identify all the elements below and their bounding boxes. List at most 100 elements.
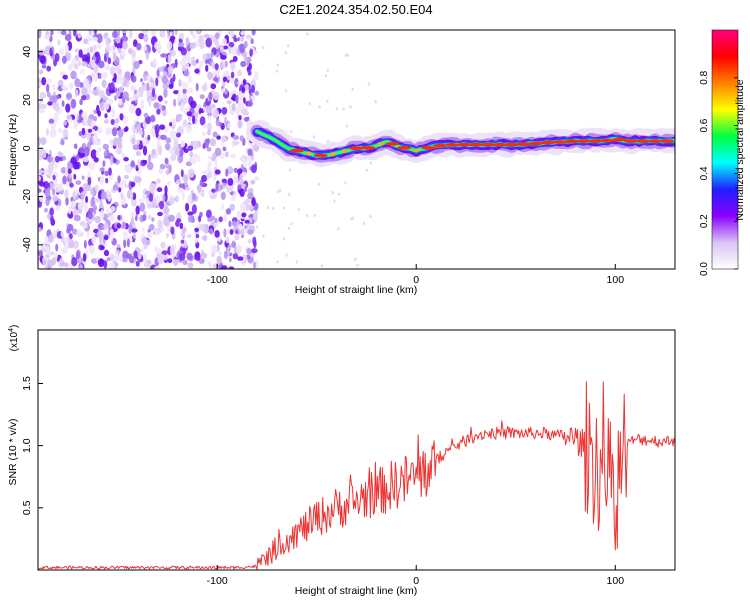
noise-speckle xyxy=(170,226,175,235)
noise-speckle xyxy=(235,94,239,104)
noise-speckle xyxy=(288,192,291,197)
noise-speckle xyxy=(219,46,224,51)
noise-speckle xyxy=(45,128,49,136)
ridge-peak xyxy=(600,138,615,143)
noise-speckle xyxy=(163,71,168,78)
noise-speckle xyxy=(109,214,115,221)
noise-speckle xyxy=(286,44,290,48)
noise-speckle xyxy=(69,182,74,188)
noise-speckle xyxy=(75,154,80,162)
noise-speckle xyxy=(52,195,58,202)
noise-speckle xyxy=(156,187,163,193)
noise-speckle xyxy=(48,162,54,172)
noise-speckle xyxy=(104,170,109,177)
noise-speckle xyxy=(84,146,90,157)
noise-speckle xyxy=(189,151,194,158)
noise-speckle xyxy=(239,173,243,183)
noise-speckle xyxy=(121,152,126,159)
noise-speckle xyxy=(191,204,197,215)
noise-speckle xyxy=(228,46,232,55)
noise-speckle xyxy=(185,202,190,212)
noise-speckle xyxy=(224,151,229,158)
noise-speckle xyxy=(151,148,156,156)
noise-speckle xyxy=(227,166,234,175)
noise-speckle xyxy=(46,83,50,93)
noise-speckle xyxy=(148,193,154,202)
noise-speckle xyxy=(130,160,135,168)
noise-speckle xyxy=(113,95,118,101)
noise-speckle xyxy=(247,161,253,167)
noise-speckle xyxy=(86,47,91,53)
noise-speckle xyxy=(154,246,158,253)
noise-speckle xyxy=(199,60,203,69)
x-tick-label: -100 xyxy=(207,575,228,587)
y-tick-label: 1.0 xyxy=(21,438,33,453)
noise-speckle xyxy=(240,202,246,213)
noise-speckle xyxy=(65,103,71,113)
noise-speckle xyxy=(177,91,181,101)
noise-speckle xyxy=(202,53,208,61)
noise-speckle xyxy=(221,107,228,115)
noise-speckle xyxy=(181,81,188,89)
noise-speckle xyxy=(203,234,208,242)
ridge-peak xyxy=(468,142,483,147)
noise-speckle xyxy=(94,116,97,122)
noise-speckle xyxy=(130,181,136,188)
noise-speckle xyxy=(135,176,142,183)
noise-speckle xyxy=(41,77,47,86)
noise-speckle xyxy=(241,86,246,94)
noise-speckle xyxy=(38,81,42,87)
noise-speckle xyxy=(49,128,57,138)
noise-speckle xyxy=(196,30,201,34)
noise-speckle xyxy=(74,78,81,87)
noise-speckle xyxy=(49,207,54,216)
noise-speckle xyxy=(79,147,85,154)
noise-speckle xyxy=(158,145,162,156)
ridge-peak xyxy=(329,152,336,156)
noise-speckle xyxy=(132,144,140,151)
noise-speckle xyxy=(65,197,69,206)
noise-speckle xyxy=(237,37,241,42)
noise-speckle xyxy=(230,61,235,70)
noise-speckle xyxy=(326,68,329,73)
noise-speckle xyxy=(246,247,252,255)
spectrogram-x-ticks: -100 0 100 xyxy=(207,264,624,286)
noise-speckle xyxy=(73,30,77,37)
noise-speckle xyxy=(194,239,198,244)
noise-speckle xyxy=(194,251,201,261)
noise-speckle xyxy=(60,30,67,36)
noise-speckle xyxy=(93,44,97,50)
noise-speckle xyxy=(219,61,226,69)
noise-speckle xyxy=(218,216,223,223)
noise-speckle xyxy=(231,89,237,95)
noise-speckle xyxy=(216,69,220,78)
noise-speckle xyxy=(367,82,370,86)
noise-speckle xyxy=(108,167,112,176)
noise-speckle xyxy=(354,257,357,261)
noise-speckle xyxy=(104,119,109,124)
noise-speckle xyxy=(38,188,42,193)
noise-speckle xyxy=(38,137,41,147)
noise-speckle xyxy=(100,209,105,219)
noise-speckle xyxy=(210,52,214,58)
noise-speckle xyxy=(116,42,123,50)
noise-speckle xyxy=(109,228,114,235)
noise-speckle xyxy=(220,55,227,60)
noise-speckle xyxy=(369,161,373,165)
noise-speckle xyxy=(38,30,42,39)
noise-speckle xyxy=(167,258,173,264)
noise-speckle xyxy=(50,215,54,224)
noise-speckle xyxy=(215,182,219,192)
noise-speckle xyxy=(65,92,73,101)
noise-speckle xyxy=(248,88,252,95)
noise-speckle xyxy=(128,103,136,114)
noise-speckle xyxy=(232,55,238,62)
noise-speckle xyxy=(166,181,171,187)
noise-speckle xyxy=(117,175,121,184)
noise-speckle xyxy=(228,266,235,269)
noise-speckle xyxy=(138,32,145,40)
noise-speckle xyxy=(131,197,137,207)
noise-speckle xyxy=(75,250,81,260)
noise-speckle xyxy=(247,100,253,107)
noise-speckle xyxy=(349,105,352,109)
